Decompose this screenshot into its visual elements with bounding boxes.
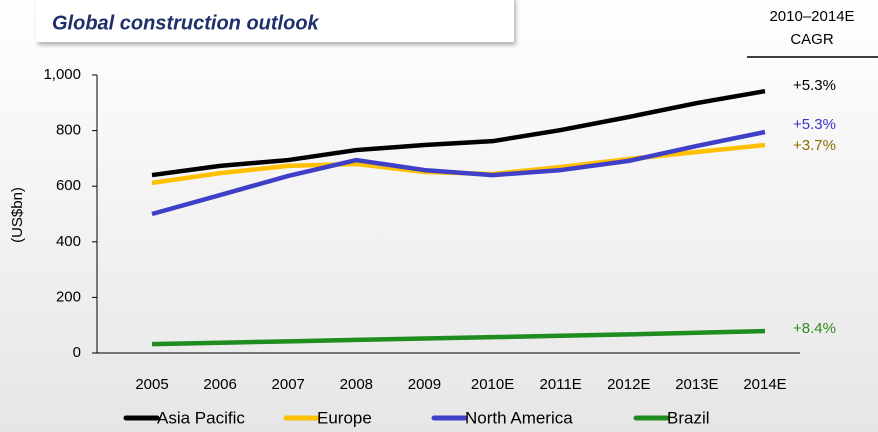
x-tick-label: 2009 (408, 376, 441, 393)
y-tick-label: 800 (56, 122, 81, 139)
legend-label: Asia Pacific (157, 408, 245, 427)
x-tick-label: 2007 (272, 376, 305, 393)
end-label: +3.7% (793, 137, 836, 154)
series-line (151, 88, 766, 178)
y-tick-label: 200 (56, 288, 81, 305)
end-label: +5.3% (793, 116, 836, 133)
x-tick-label: 2005 (135, 376, 168, 393)
x-tick-label: 2014E (743, 376, 786, 393)
y-tick-label: 0 (73, 344, 81, 361)
y-tick-label: 1,000 (43, 66, 81, 83)
legend-label: Europe (317, 408, 372, 427)
x-tick-label: 2013E (675, 376, 718, 393)
chart-title: Global construction outlook (52, 12, 320, 34)
x-tick-label: 2011E (540, 376, 582, 393)
y-tick-label: 400 (56, 233, 81, 250)
y-tick-label: 600 (56, 177, 81, 194)
end-label: +5.3% (793, 77, 836, 94)
x-tick-label: 2012E (607, 376, 650, 393)
x-tick-label: 2008 (340, 376, 373, 393)
legend-label: North America (465, 408, 573, 427)
y-axis-label: (US$bn) (9, 187, 26, 243)
x-tick-label: 2006 (203, 376, 236, 393)
legend-label: Brazil (667, 408, 710, 427)
series-line (151, 129, 766, 217)
title-box (36, 0, 514, 42)
x-tick-label: 2010E (471, 376, 514, 393)
end-label: +8.4% (793, 320, 836, 337)
annotation-header: 2010–2014E (769, 8, 854, 25)
annotation-header: CAGR (790, 31, 834, 48)
series-line (151, 328, 766, 347)
